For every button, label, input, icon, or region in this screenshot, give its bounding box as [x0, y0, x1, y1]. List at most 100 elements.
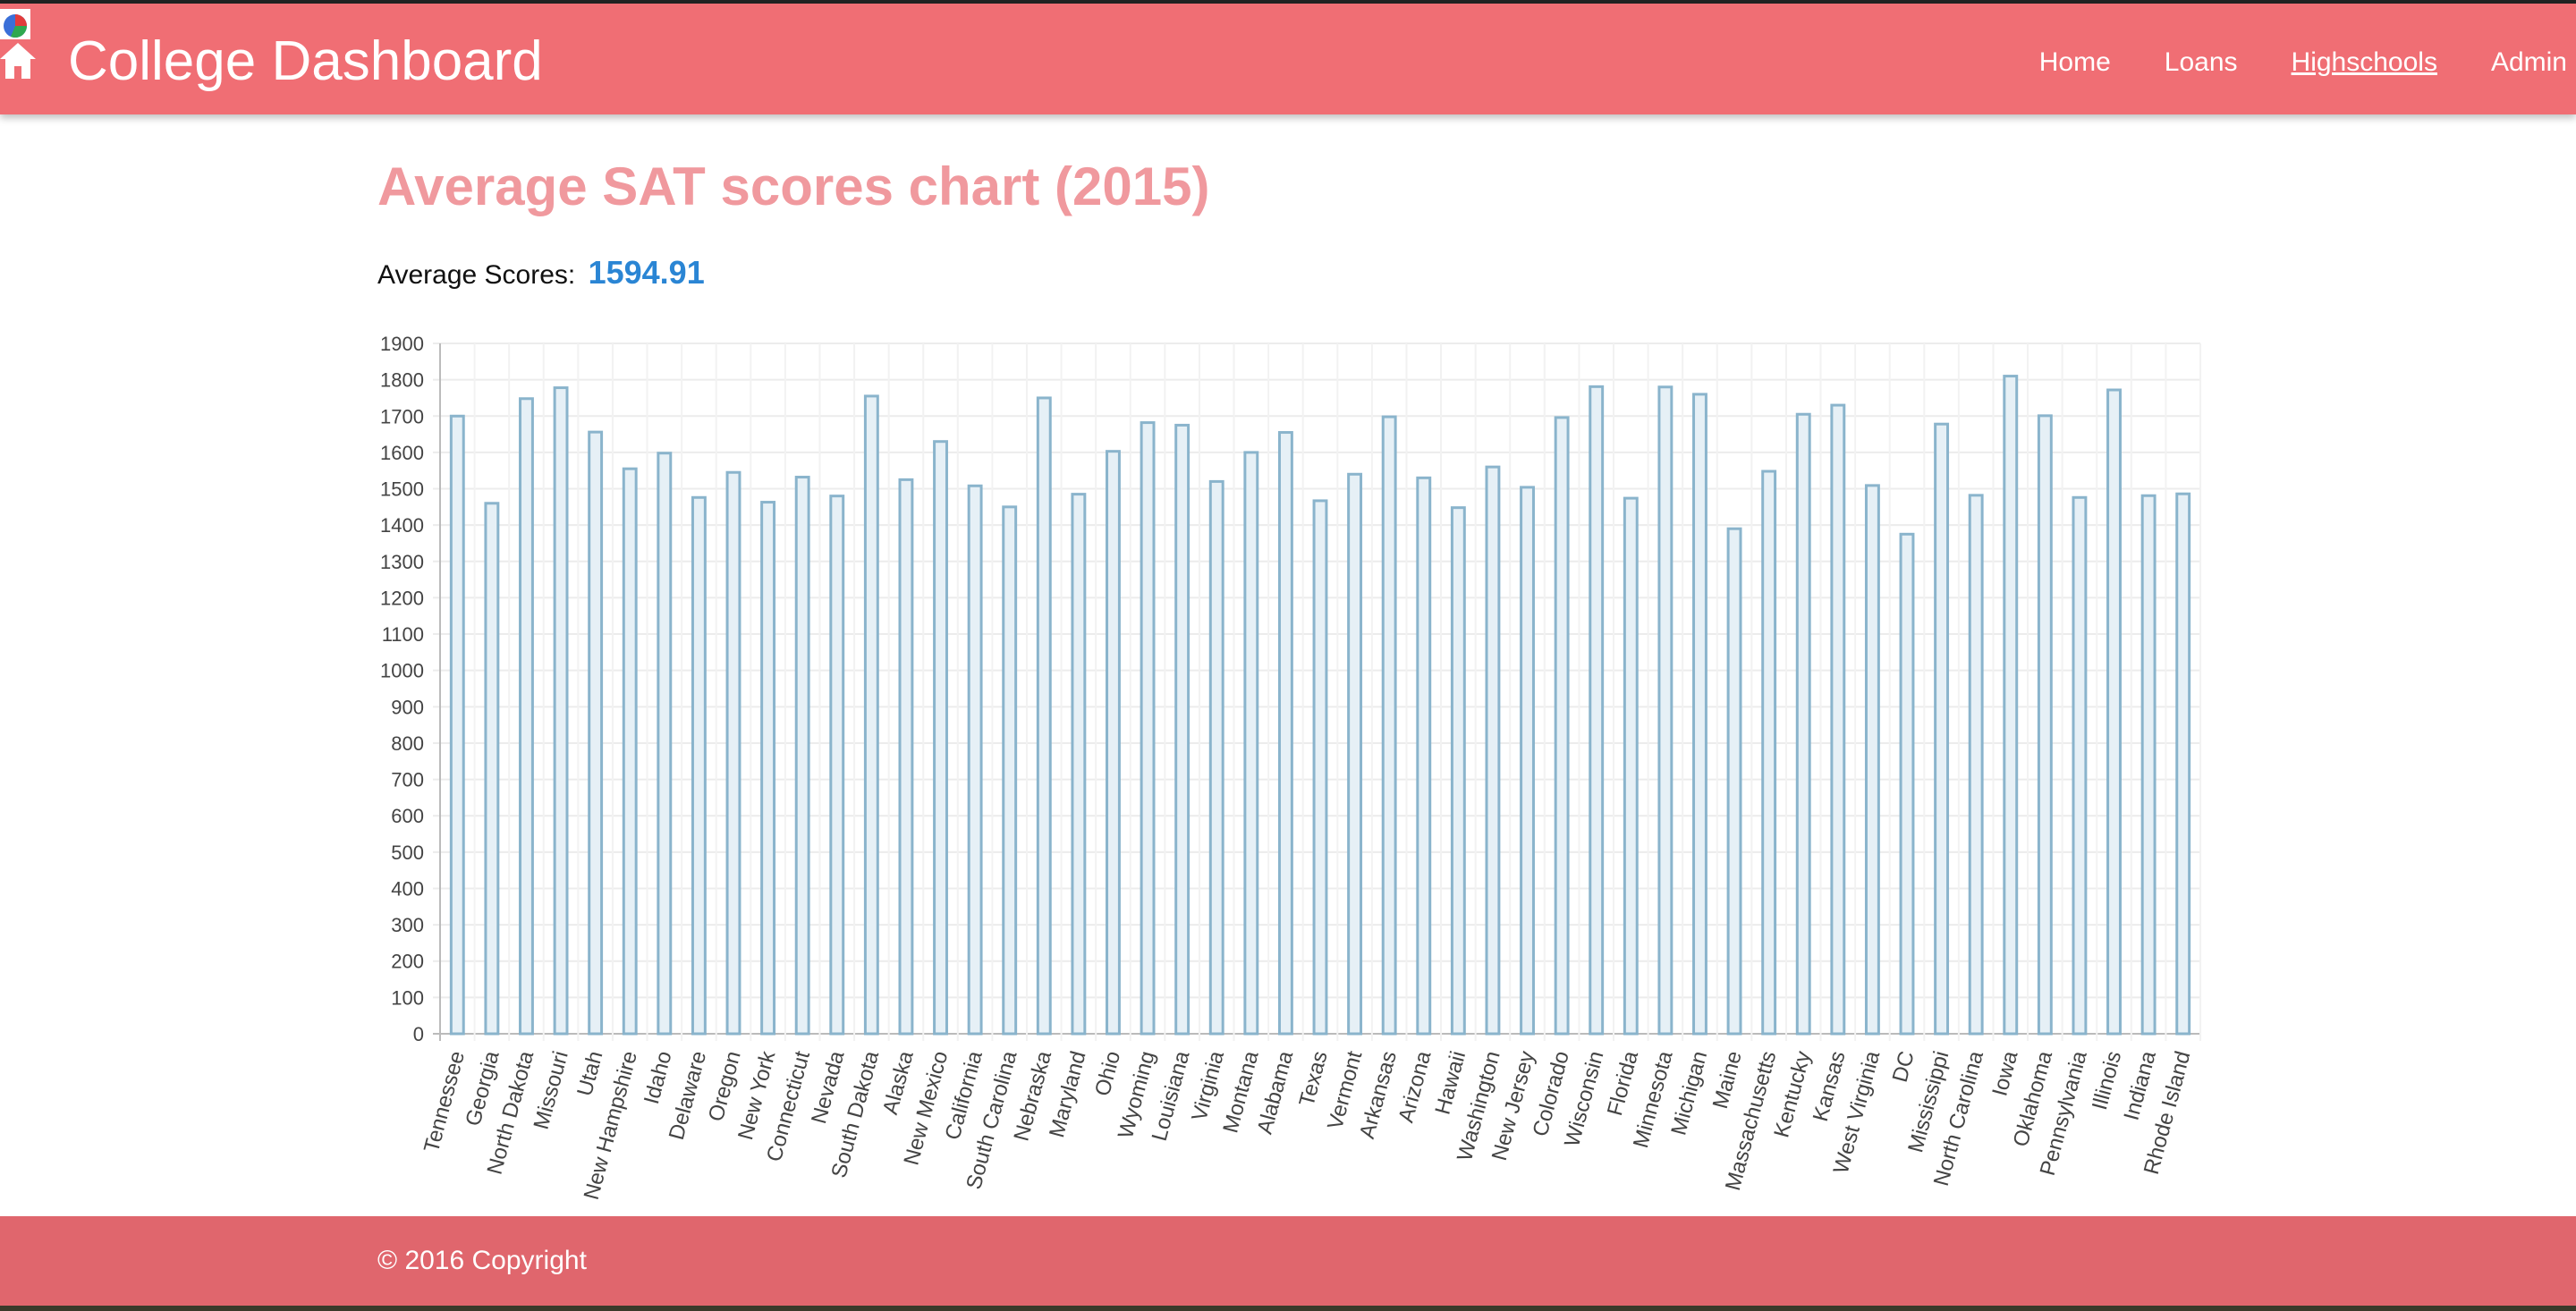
bar-michigan[interactable] — [1692, 393, 1707, 1036]
y-tick-label: 800 — [391, 732, 424, 755]
bar-new-jersey[interactable] — [1520, 486, 1535, 1036]
y-tick-label: 1000 — [380, 660, 424, 682]
x-tick-label: Florida — [1603, 1048, 1643, 1118]
bar-north-dakota[interactable] — [519, 397, 534, 1036]
y-tick-label: 600 — [391, 805, 424, 827]
bar-west-virginia[interactable] — [1864, 484, 1880, 1036]
bar-dc[interactable] — [1899, 532, 1915, 1036]
nav-loans[interactable]: Loans — [2164, 47, 2238, 77]
bar-virginia[interactable] — [1208, 479, 1224, 1036]
bar-massachusetts[interactable] — [1761, 469, 1777, 1036]
nav-highschools[interactable]: Highschools — [2291, 47, 2437, 77]
x-tick-label: Alaska — [878, 1048, 919, 1117]
x-tick-label: Idaho — [640, 1049, 677, 1107]
bar-south-dakota[interactable] — [863, 394, 879, 1036]
nav-home[interactable]: Home — [2038, 47, 2111, 77]
x-tick-label: Illinois — [2088, 1049, 2126, 1112]
bar-hawaii[interactable] — [1450, 506, 1466, 1036]
bar-alabama[interactable] — [1277, 431, 1293, 1036]
x-tick-label: Iowa — [1987, 1048, 2022, 1099]
bar-tennessee[interactable] — [449, 414, 465, 1036]
bar-nevada[interactable] — [829, 495, 845, 1036]
bar-montana[interactable] — [1243, 451, 1259, 1036]
bar-ohio[interactable] — [1106, 450, 1121, 1036]
navbar: College Dashboard Home Loans Highschools… — [0, 4, 2576, 114]
y-tick-label: 200 — [391, 951, 424, 973]
bar-wisconsin[interactable] — [1589, 385, 1605, 1036]
bar-delaware[interactable] — [691, 495, 707, 1036]
chart-bars — [449, 375, 2191, 1036]
y-tick-label: 700 — [391, 769, 424, 791]
bar-pennsylvania[interactable] — [2072, 495, 2088, 1036]
y-tick-label: 1900 — [380, 333, 424, 355]
bar-vermont[interactable] — [1347, 472, 1363, 1036]
y-tick-label: 1100 — [382, 623, 424, 646]
bar-iowa[interactable] — [2003, 375, 2019, 1036]
bar-maryland[interactable] — [1071, 493, 1087, 1036]
bar-nebraska[interactable] — [1036, 396, 1052, 1036]
bar-new-york[interactable] — [760, 501, 776, 1036]
bar-new-mexico[interactable] — [933, 440, 948, 1036]
window-top-border — [0, 0, 2576, 4]
x-tick-label: Tennessee — [419, 1049, 470, 1155]
average-scores: Average Scores: 1594.91 — [377, 252, 705, 296]
x-tick-label: Ohio — [1090, 1049, 1125, 1099]
bar-south-carolina[interactable] — [1002, 505, 1018, 1036]
bar-arizona[interactable] — [1416, 476, 1432, 1036]
nav-admin[interactable]: Admin — [2490, 47, 2567, 77]
bar-missouri[interactable] — [553, 386, 569, 1036]
bar-mississippi[interactable] — [1934, 422, 1950, 1036]
x-tick-label: DC — [1888, 1049, 1919, 1085]
sat-bar-chart: 0 100 200 300 400 500 600 700 800 900 1000 1100 1200… — [380, 333, 2201, 1203]
bar-rhode-island[interactable] — [2175, 492, 2191, 1036]
bar-idaho[interactable] — [657, 452, 673, 1036]
home-icon[interactable] — [0, 39, 36, 80]
x-tick-label: Utah — [572, 1049, 607, 1099]
y-tick-label: 900 — [391, 696, 424, 718]
y-tick-label: 1500 — [380, 478, 424, 501]
footer-copyright: © 2016 Copyright — [377, 1246, 587, 1275]
bar-louisiana[interactable] — [1174, 423, 1191, 1036]
bar-texas[interactable] — [1312, 499, 1328, 1036]
bar-kentucky[interactable] — [1795, 412, 1811, 1036]
bar-washington[interactable] — [1485, 465, 1501, 1036]
nav-links: Home Loans Highschools Admin — [1986, 43, 2567, 82]
bar-california[interactable] — [967, 484, 983, 1036]
x-tick-label: Maine — [1708, 1049, 1747, 1112]
pie-chart-icon — [0, 9, 30, 39]
bar-arkansas[interactable] — [1381, 415, 1397, 1036]
y-tick-label: 1600 — [380, 442, 424, 464]
bar-georgia[interactable] — [484, 502, 500, 1036]
app-title[interactable]: College Dashboard — [68, 30, 543, 92]
bar-indiana[interactable] — [2140, 494, 2157, 1036]
bar-maine[interactable] — [1726, 527, 1742, 1036]
y-tick-label: 1700 — [380, 405, 424, 427]
bar-kansas[interactable] — [1830, 403, 1846, 1036]
bar-oklahoma[interactable] — [2037, 414, 2053, 1036]
page-title: Average SAT scores chart (2015) — [377, 156, 1210, 216]
bar-oregon[interactable] — [725, 470, 741, 1036]
bar-new-hampshire[interactable] — [622, 467, 638, 1036]
bar-minnesota[interactable] — [1657, 385, 1674, 1036]
y-tick-label: 500 — [391, 842, 424, 864]
bar-colorado[interactable] — [1554, 416, 1570, 1036]
bar-wyoming[interactable] — [1140, 421, 1156, 1036]
bar-utah[interactable] — [588, 430, 604, 1036]
y-tick-label: 1400 — [380, 514, 424, 537]
y-tick-label: 1800 — [380, 369, 424, 392]
bar-north-carolina[interactable] — [1968, 494, 1984, 1036]
y-tick-label: 400 — [391, 877, 424, 900]
average-scores-label: Average Scores: — [377, 260, 576, 290]
y-tick-label: 1200 — [380, 587, 424, 609]
x-tick-label: Texas — [1294, 1049, 1332, 1110]
bar-alaska[interactable] — [898, 478, 914, 1036]
y-tick-label: 100 — [391, 986, 424, 1009]
y-axis-ticks: 0 100 200 300 400 500 600 700 800 900 1000 1100 1200… — [380, 333, 424, 1045]
y-tick-label: 1300 — [380, 551, 424, 573]
y-tick-label: 0 — [413, 1023, 424, 1045]
y-tick-label: 300 — [391, 914, 424, 936]
bar-connecticut[interactable] — [794, 476, 810, 1036]
bar-illinois[interactable] — [2106, 388, 2122, 1036]
bar-florida[interactable] — [1623, 496, 1639, 1036]
